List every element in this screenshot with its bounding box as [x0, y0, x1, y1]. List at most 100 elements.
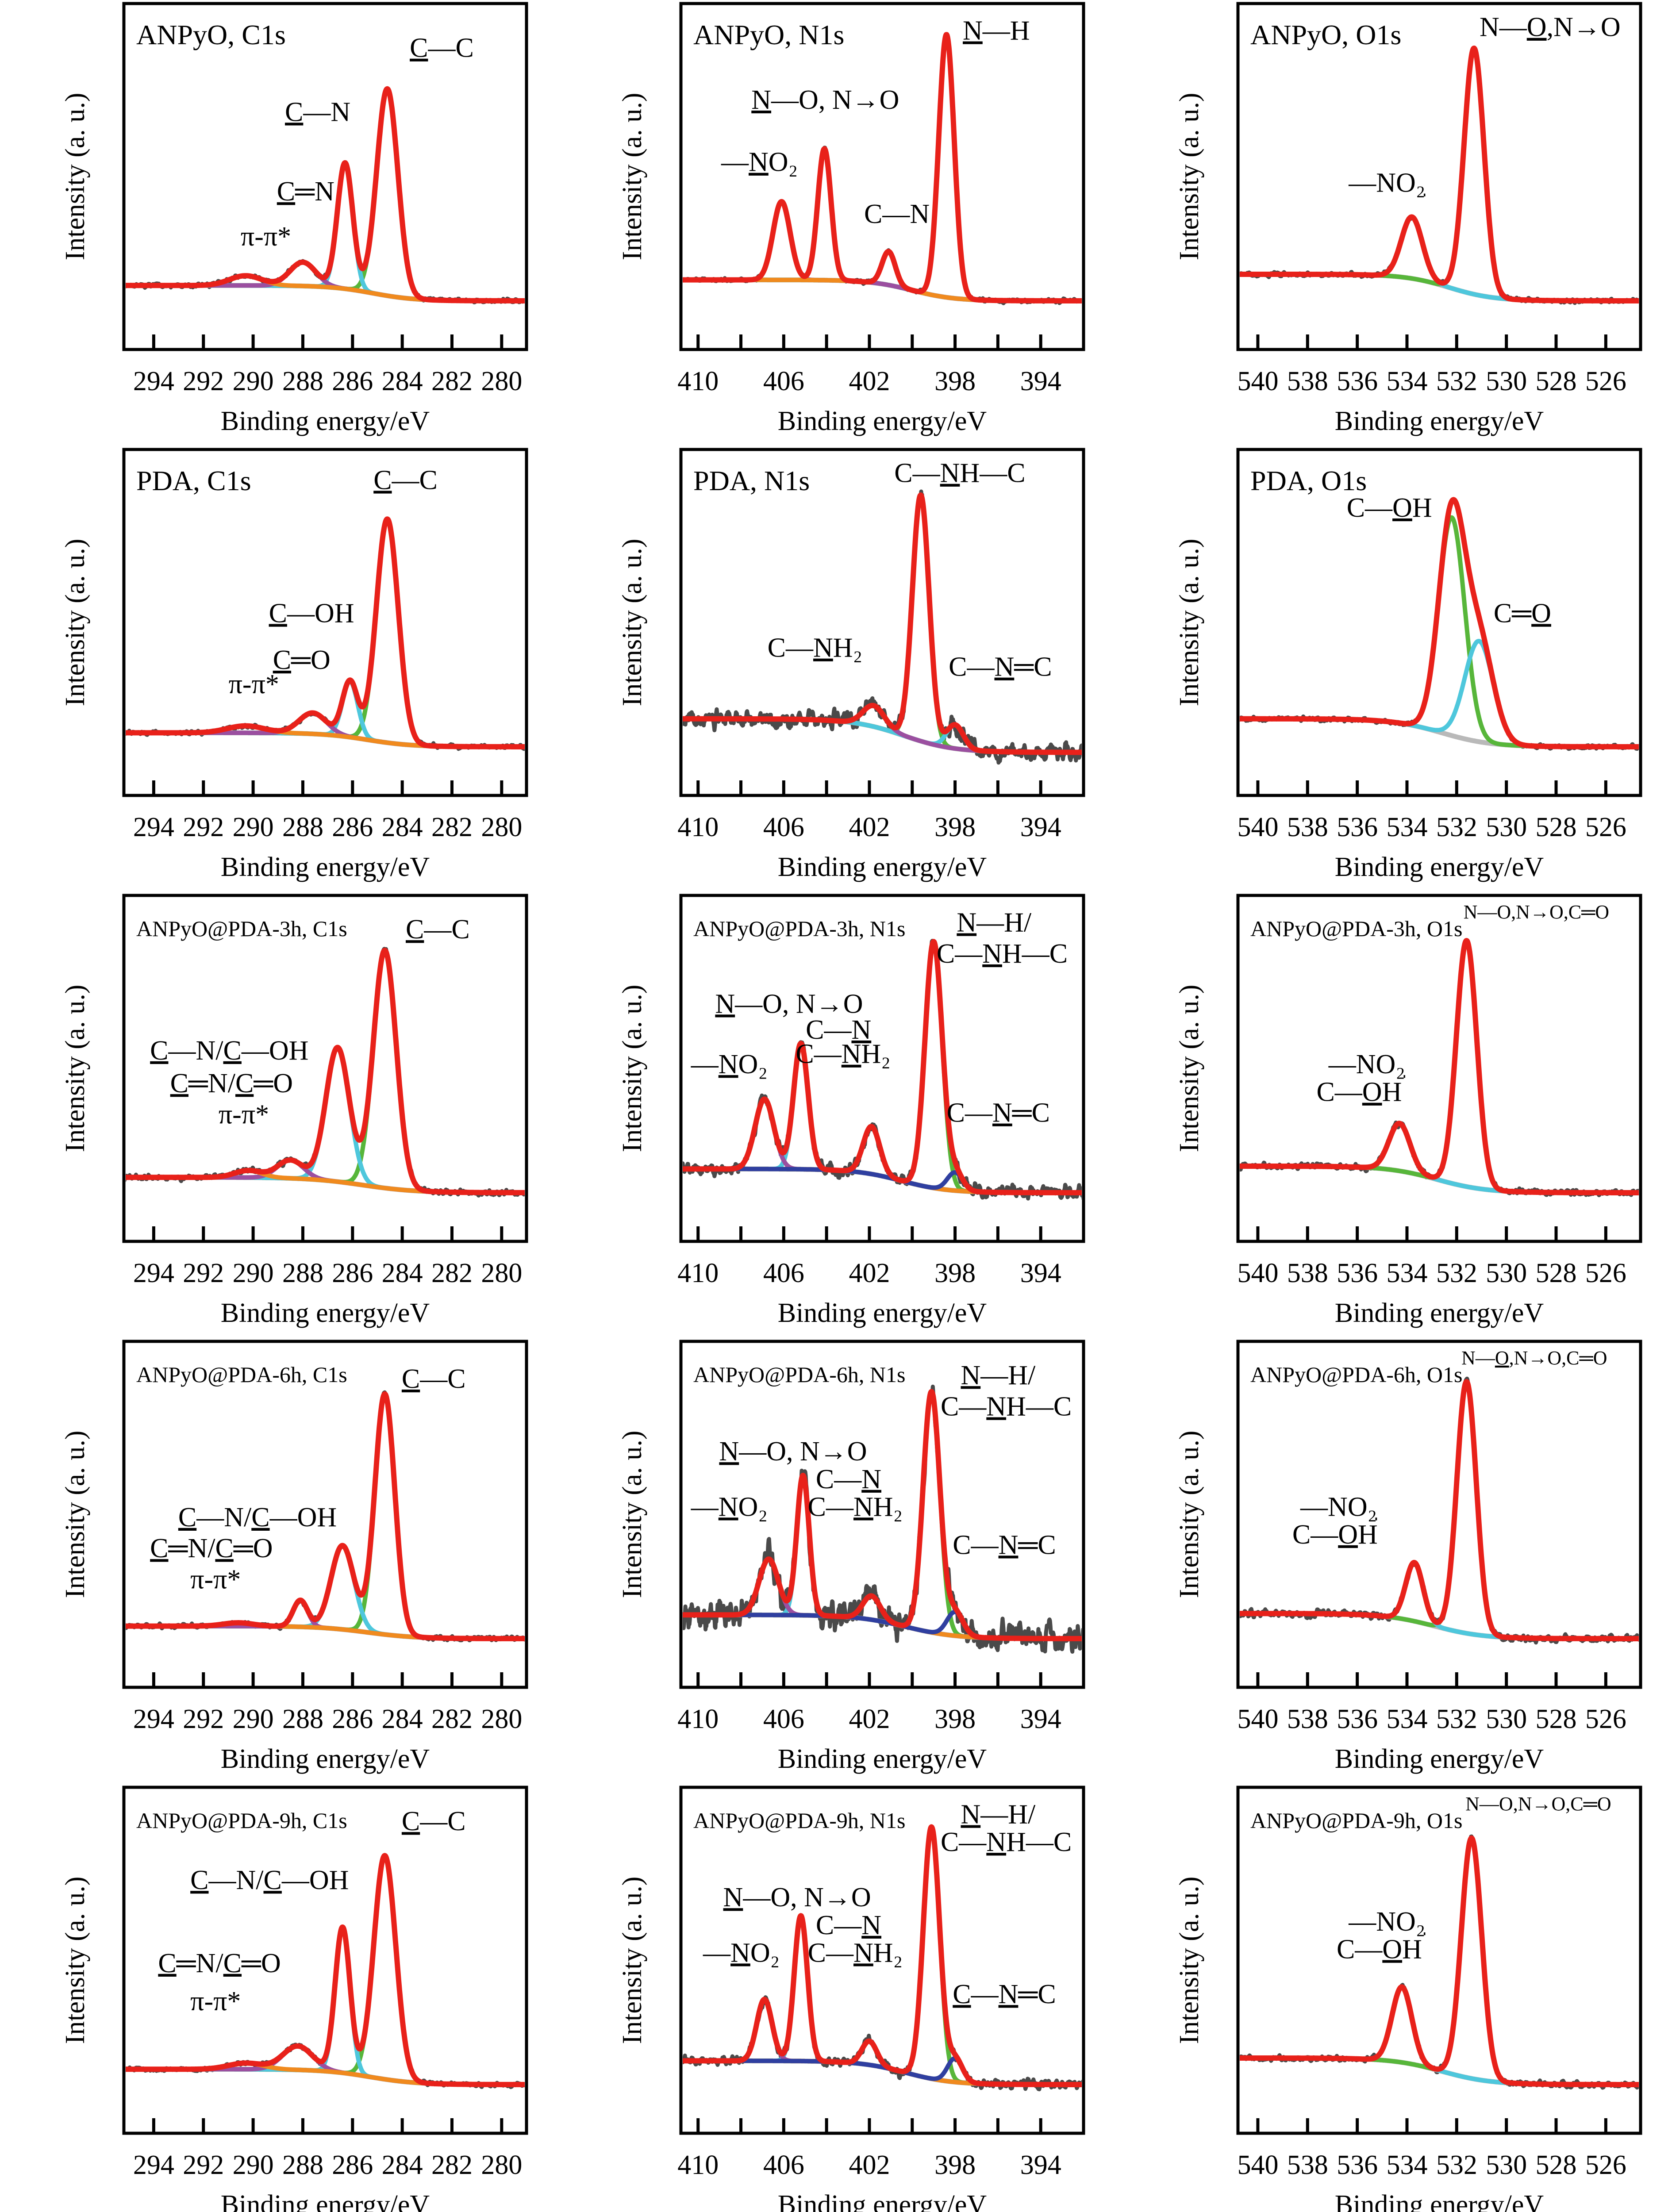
svg-text:394: 394 [1020, 1258, 1061, 1288]
x-axis-title: Binding energy/eV [221, 2190, 430, 2212]
peak-label: C═N/C═O [158, 1948, 281, 1978]
x-axis-title: Binding energy/eV [1335, 406, 1544, 436]
x-tick-labels: 294 292 290 288 286 284 282 280 [133, 812, 522, 842]
svg-text:534: 534 [1386, 1258, 1427, 1288]
x-axis-ticks [152, 780, 504, 795]
svg-text:402: 402 [849, 1704, 890, 1734]
spectrum-panel: 540 538 536 534 532 530 528 526 Binding energy/e… [1114, 1784, 1672, 2212]
x-axis-title: Binding energy/eV [778, 1298, 987, 1328]
peak-label: C═O [1494, 598, 1551, 628]
y-axis-title: Intensity (a. u.) [1174, 1431, 1204, 1598]
y-axis-title: Intensity (a. u.) [1174, 985, 1204, 1152]
svg-text:292: 292 [183, 1704, 224, 1734]
svg-text:526: 526 [1585, 2150, 1626, 2180]
peak-label: —NO₂ [1348, 1907, 1425, 1937]
svg-text:284: 284 [382, 812, 423, 842]
panel-title: ANPyO@PDA-9h, N1s [693, 1808, 905, 1833]
spectrum-panel: 410 406 402 398 394 Binding energy/eV Intensit… [557, 1784, 1114, 2212]
peak-annotations: N—H N—O, N→O —NO₂ C—N [721, 16, 1030, 229]
svg-text:540: 540 [1237, 812, 1278, 842]
spectrum-panel: 410 406 402 398 394 Binding energy/eV Intensit… [557, 1338, 1114, 1784]
peak-annotations: C—C C—N/C—OHC═N/C═Oπ-π* [150, 1364, 465, 1595]
peak-label: —NO₂ [1348, 168, 1425, 198]
peak-annotations: N—O,N→O —NO₂ [1348, 12, 1620, 198]
y-axis-title: Intensity (a. u.) [617, 1431, 647, 1598]
spectrum-curves [126, 1853, 525, 2089]
x-axis-title: Binding energy/eV [778, 2190, 987, 2212]
spectrum-curves [1240, 1834, 1639, 2090]
peak-annotations: N—H/C—NH—C N—O, N→OC—NC—NH₂ —NO₂ C—N═C [703, 1800, 1072, 2010]
svg-text:530: 530 [1486, 366, 1527, 396]
fit-envelope-curve [1240, 497, 1639, 749]
component-curve-c-c [126, 516, 525, 749]
svg-text:294: 294 [133, 1258, 174, 1288]
fit-envelope-curve [1240, 46, 1639, 303]
svg-text:280: 280 [481, 1258, 522, 1288]
peak-label: C—NH—C [894, 458, 1025, 488]
svg-text:538: 538 [1287, 1258, 1328, 1288]
panel-title: ANPyO, O1s [1250, 19, 1401, 50]
fit-envelope-curve [126, 948, 525, 1195]
x-tick-labels: 294 292 290 288 286 284 282 280 [133, 2150, 522, 2180]
peak-label: C—C [402, 1364, 466, 1394]
background-curve [1240, 272, 1639, 303]
x-axis-ticks [1256, 1672, 1607, 1687]
svg-text:286: 286 [332, 812, 373, 842]
svg-text:530: 530 [1486, 2150, 1527, 2180]
svg-text:394: 394 [1020, 812, 1061, 842]
svg-text:292: 292 [183, 1258, 224, 1288]
peak-label: C—NH—C [941, 1827, 1072, 1857]
component-curve-n-o-n-o [1240, 46, 1639, 303]
spectrum-panel: 540 538 536 534 532 530 528 526 Binding energy/e… [1114, 446, 1672, 892]
svg-text:288: 288 [282, 812, 323, 842]
svg-text:528: 528 [1536, 366, 1577, 396]
svg-text:526: 526 [1585, 812, 1626, 842]
svg-text:294: 294 [133, 2150, 174, 2180]
y-axis-title: Intensity (a. u.) [617, 539, 647, 707]
peak-label: N—O, N→O [723, 1882, 871, 1912]
peak-label: C—OH [269, 598, 354, 628]
x-axis-ticks [1256, 334, 1607, 349]
svg-text:398: 398 [934, 1258, 976, 1288]
svg-text:532: 532 [1436, 812, 1477, 842]
x-axis-title: Binding energy/eV [1335, 1298, 1544, 1328]
svg-text:406: 406 [763, 1704, 804, 1734]
fit-envelope-curve [1240, 938, 1639, 1195]
peak-label: N—H [963, 16, 1030, 46]
raw-data-curve [683, 489, 1082, 765]
y-axis-title: Intensity (a. u.) [60, 539, 90, 707]
svg-text:530: 530 [1486, 1704, 1527, 1734]
x-tick-labels: 410 406 402 398 394 [677, 812, 1061, 842]
svg-text:398: 398 [934, 1704, 976, 1734]
peak-label: C—NH₂ [808, 1938, 903, 1968]
svg-text:292: 292 [183, 366, 224, 396]
component-curve-n-o-n-o-c-o [1240, 1379, 1639, 1641]
svg-text:538: 538 [1287, 366, 1328, 396]
peak-label: N—O,N→O,C═O [1464, 901, 1609, 923]
panel-title: ANPyO, N1s [693, 19, 844, 50]
svg-text:398: 398 [934, 366, 976, 396]
svg-text:526: 526 [1585, 1704, 1626, 1734]
spectrum-panel: 294 292 290 288 286 284 282 280 Binding energy/e… [0, 892, 557, 1338]
peak-label: C—N═C [949, 652, 1052, 682]
spectrum-curves [683, 1384, 1082, 1654]
spectrum-curves [126, 947, 525, 1198]
y-axis-title: Intensity (a. u.) [617, 1877, 647, 2044]
peak-label: —NO₂ [721, 147, 798, 177]
component-curve-pi-pi- [126, 1168, 525, 1195]
peak-label: C—NH₂ [796, 1039, 891, 1069]
svg-text:294: 294 [133, 1704, 174, 1734]
spectrum-curves [1240, 1376, 1639, 1645]
svg-text:540: 540 [1237, 2150, 1278, 2180]
x-axis-ticks [1256, 1226, 1607, 1241]
svg-text:534: 534 [1386, 2150, 1427, 2180]
svg-text:528: 528 [1536, 812, 1577, 842]
x-axis-ticks [152, 1226, 504, 1241]
svg-text:398: 398 [934, 812, 976, 842]
spectrum-panel: 540 538 536 534 532 530 528 526 Binding energy/e… [1114, 1338, 1672, 1784]
fit-envelope-curve [126, 516, 525, 749]
x-tick-labels: 540 538 536 534 532 530 528 526 [1237, 812, 1626, 842]
panel-title: ANPyO@PDA-6h, C1s [136, 1362, 347, 1387]
x-axis-title: Binding energy/eV [1335, 1744, 1544, 1774]
x-axis-title: Binding energy/eV [1335, 2190, 1544, 2212]
